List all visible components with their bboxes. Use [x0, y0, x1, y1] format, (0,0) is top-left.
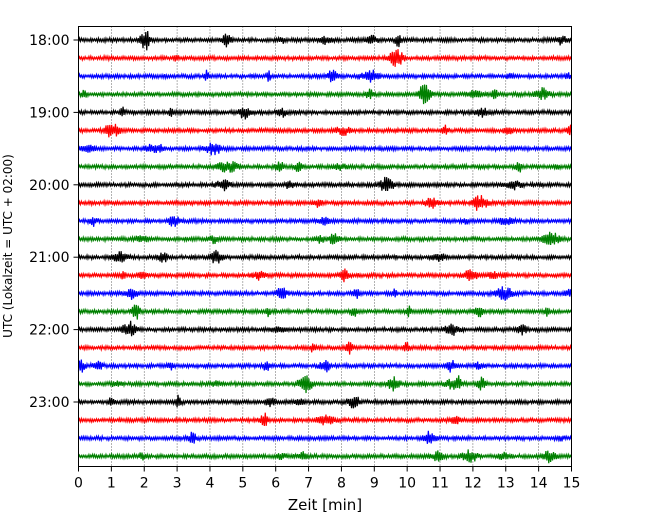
x-tick-label: 15 [563, 476, 581, 492]
x-axis-ticks: 0 1 2 3 4 5 6 7 8 9 10 11 12 13 14 15 [74, 466, 581, 492]
x-axis-label: Zeit [min] [288, 496, 362, 514]
x-tick-label: 1 [107, 476, 116, 492]
seismic-trace [77, 142, 573, 156]
seismic-trace [77, 231, 573, 245]
grid-lines [111, 26, 539, 467]
x-tick-label: 11 [431, 476, 449, 492]
seismic-trace [77, 268, 573, 283]
x-tick-label: 2 [140, 476, 149, 492]
x-tick-label: 14 [530, 476, 548, 492]
x-tick-label: 5 [238, 476, 247, 492]
seismic-trace [77, 394, 573, 409]
seismic-trace [77, 430, 573, 444]
seismic-trace [77, 30, 573, 51]
seismic-trace [77, 123, 573, 138]
seismic-trace [77, 176, 573, 192]
y-tick-label: 20:00 [29, 178, 69, 194]
x-tick-label: 7 [304, 476, 313, 492]
x-tick-label: 6 [271, 476, 280, 492]
x-tick-label: 10 [398, 476, 416, 492]
seismic-trace [77, 249, 573, 264]
y-tick-label: 19:00 [29, 105, 69, 121]
seismic-trace [77, 84, 573, 105]
y-axis-ticks: 18:00 19:00 20:00 21:00 22:00 23:00 [29, 33, 79, 411]
x-tick-label: 0 [74, 476, 83, 492]
seismic-trace [77, 216, 573, 227]
seismic-trace [77, 69, 573, 83]
x-tick-label: 12 [464, 476, 482, 492]
seismic-trace [77, 304, 573, 320]
x-tick-label: 3 [173, 476, 182, 492]
seismic-trace [77, 375, 573, 394]
seismic-trace [77, 449, 573, 464]
x-tick-label: 13 [497, 476, 515, 492]
x-tick-label: 9 [370, 476, 379, 492]
seismic-trace [77, 412, 573, 427]
seismic-trace [77, 49, 573, 67]
plot-frame [78, 26, 572, 467]
y-tick-label: 22:00 [29, 323, 69, 339]
x-tick-label: 8 [337, 476, 346, 492]
seismic-trace [77, 320, 573, 337]
y-tick-label: 21:00 [29, 250, 69, 266]
seismic-traces [77, 30, 573, 464]
seismic-trace [77, 341, 573, 355]
seismic-trace [77, 161, 573, 173]
seismic-trace [77, 106, 573, 120]
y-tick-label: 18:00 [29, 33, 69, 49]
seismic-trace [77, 195, 573, 211]
seismic-trace [77, 286, 573, 301]
seismic-trace [77, 359, 573, 373]
y-tick-label: 23:00 [29, 395, 69, 411]
x-tick-label: 4 [206, 476, 215, 492]
y-axis-label: UTC (Lokalzeit = UTC + 02:00) [1, 154, 15, 338]
